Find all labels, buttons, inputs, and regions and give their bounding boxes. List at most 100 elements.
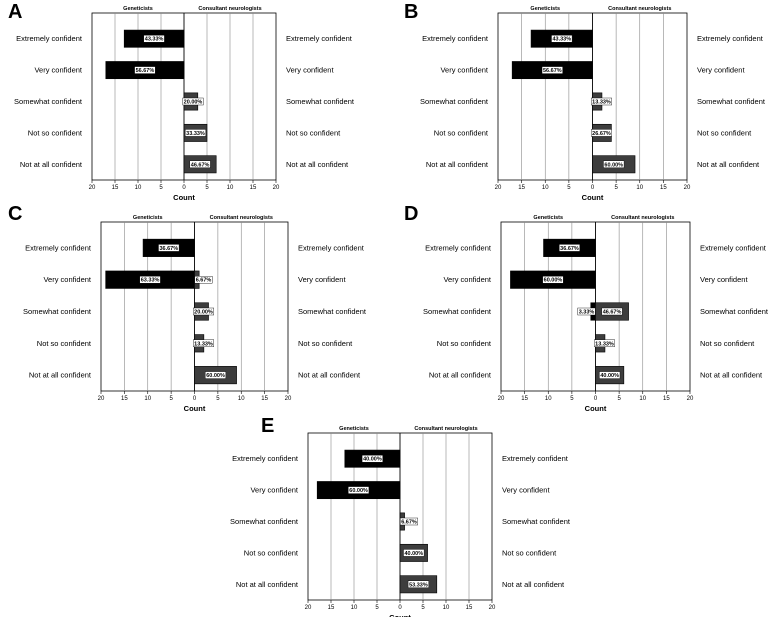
tick-label: 15 [660,185,667,191]
geneticists-header: Geneticists [339,426,369,432]
data-label-box [184,129,206,137]
data-label-box [601,307,623,316]
data-label-box [189,160,211,169]
data-label: 60.00% [349,488,368,494]
tick-label: 0 [193,396,197,402]
tick-label: 20 [687,396,694,402]
tick-label: 20 [285,396,292,402]
category-label-left: Not so confident [434,128,489,137]
data-label-box [577,307,596,316]
tick-label: 15 [521,396,528,402]
axis-title: Count [184,404,206,413]
tick-label: 0 [398,605,402,611]
panel-b: B Geneticists Consultant neurologists 20 15 1… [404,1,766,202]
category-label-right: Very confident [502,486,550,495]
panel-a: A Geneticists Consultant neurologists 20 15 1… [8,1,355,202]
tick-label: 5 [159,185,163,191]
data-label: 53.33% [409,582,428,588]
category-label-right: Not so confident [298,339,353,348]
tick-label: 0 [591,185,595,191]
tick-label: 15 [250,185,257,191]
tick-label: 20 [489,605,496,611]
tick-label: 0 [182,185,186,191]
data-label-box [134,66,156,74]
data-label-box [594,339,616,347]
tick-label: 15 [663,396,670,402]
category-label-left: Not so confident [37,339,92,348]
category-label-left: Very confident [440,66,488,75]
tick-label: 20 [98,396,105,402]
tick-label: 10 [443,605,450,611]
data-label: 20.00% [184,100,203,106]
category-label-left: Not so confident [244,548,299,557]
tick-label: 0 [594,396,598,402]
category-label-right: Somewhat confident [700,307,769,316]
tick-label: 5 [216,396,220,402]
panel-letter: A [8,1,22,23]
tick-label: 5 [169,396,173,402]
data-label: 63.33% [141,278,160,284]
tick-label: 10 [639,396,646,402]
geneticists-header: Geneticists [133,215,163,221]
category-label-left: Somewhat confident [420,97,489,106]
panel-letter: D [404,203,418,225]
tick-label: 10 [545,396,552,402]
data-label: 40.00% [363,457,382,463]
category-label-right: Not so confident [286,128,341,137]
data-label-box [559,244,581,252]
axis-title: Count [173,193,195,202]
tick-label: 10 [238,396,245,402]
category-label-left: Not at all confident [236,580,299,589]
category-label-left: Very confident [250,486,298,495]
panel-letter: C [8,203,22,225]
neurologists-header: Consultant neurologists [608,6,671,12]
category-label-left: Somewhat confident [423,307,492,316]
data-label-box [158,244,180,252]
category-label-right: Extremely confident [286,34,353,43]
tick-label: 5 [375,605,379,611]
neurologists-header: Consultant neurologists [414,426,477,432]
category-label-right: Not so confident [502,548,557,557]
data-label-box [599,371,621,379]
data-label: 26.67% [592,131,611,137]
data-label-box [591,129,613,137]
data-label: 36.67% [560,246,579,252]
tick-label: 20 [684,185,691,191]
category-label-left: Not at all confident [426,160,489,169]
tick-label: 15 [261,396,268,402]
data-label-box [192,307,214,316]
data-label-box [541,66,563,74]
data-label-box [361,455,383,463]
category-label-left: Extremely confident [16,34,83,43]
geneticists-header: Geneticists [123,6,153,12]
data-label-box [551,35,573,43]
tick-label: 5 [421,605,425,611]
category-label-left: Very confident [443,275,491,284]
neurologists-header: Consultant neurologists [611,215,674,221]
tick-label: 15 [466,605,473,611]
data-label: 13.33% [592,100,611,106]
geneticists-header: Geneticists [530,6,560,12]
neurologists-header: Consultant neurologists [210,215,273,221]
tick-label: 20 [495,185,502,191]
category-label-right: Somewhat confident [697,97,766,106]
axis-title: Count [585,404,607,413]
category-label-right: Very confident [697,66,745,75]
category-label-right: Not at all confident [298,371,361,380]
data-label: 13.33% [194,341,213,347]
category-label-left: Extremely confident [425,243,492,252]
category-label-left: Not at all confident [429,371,492,380]
data-label: 43.33% [552,37,571,43]
data-label-box [139,276,161,284]
data-label-box [542,276,564,284]
category-label-right: Somewhat confident [502,517,571,526]
data-label: 56.67% [543,68,562,74]
data-label: 60.00% [206,373,225,379]
category-label-right: Extremely confident [502,454,569,463]
category-label-right: Not at all confident [697,160,760,169]
category-label-right: Somewhat confident [298,307,367,316]
tick-label: 5 [567,185,571,191]
category-label-left: Somewhat confident [14,97,83,106]
tick-label: 15 [518,185,525,191]
category-label-right: Not at all confident [286,160,349,169]
